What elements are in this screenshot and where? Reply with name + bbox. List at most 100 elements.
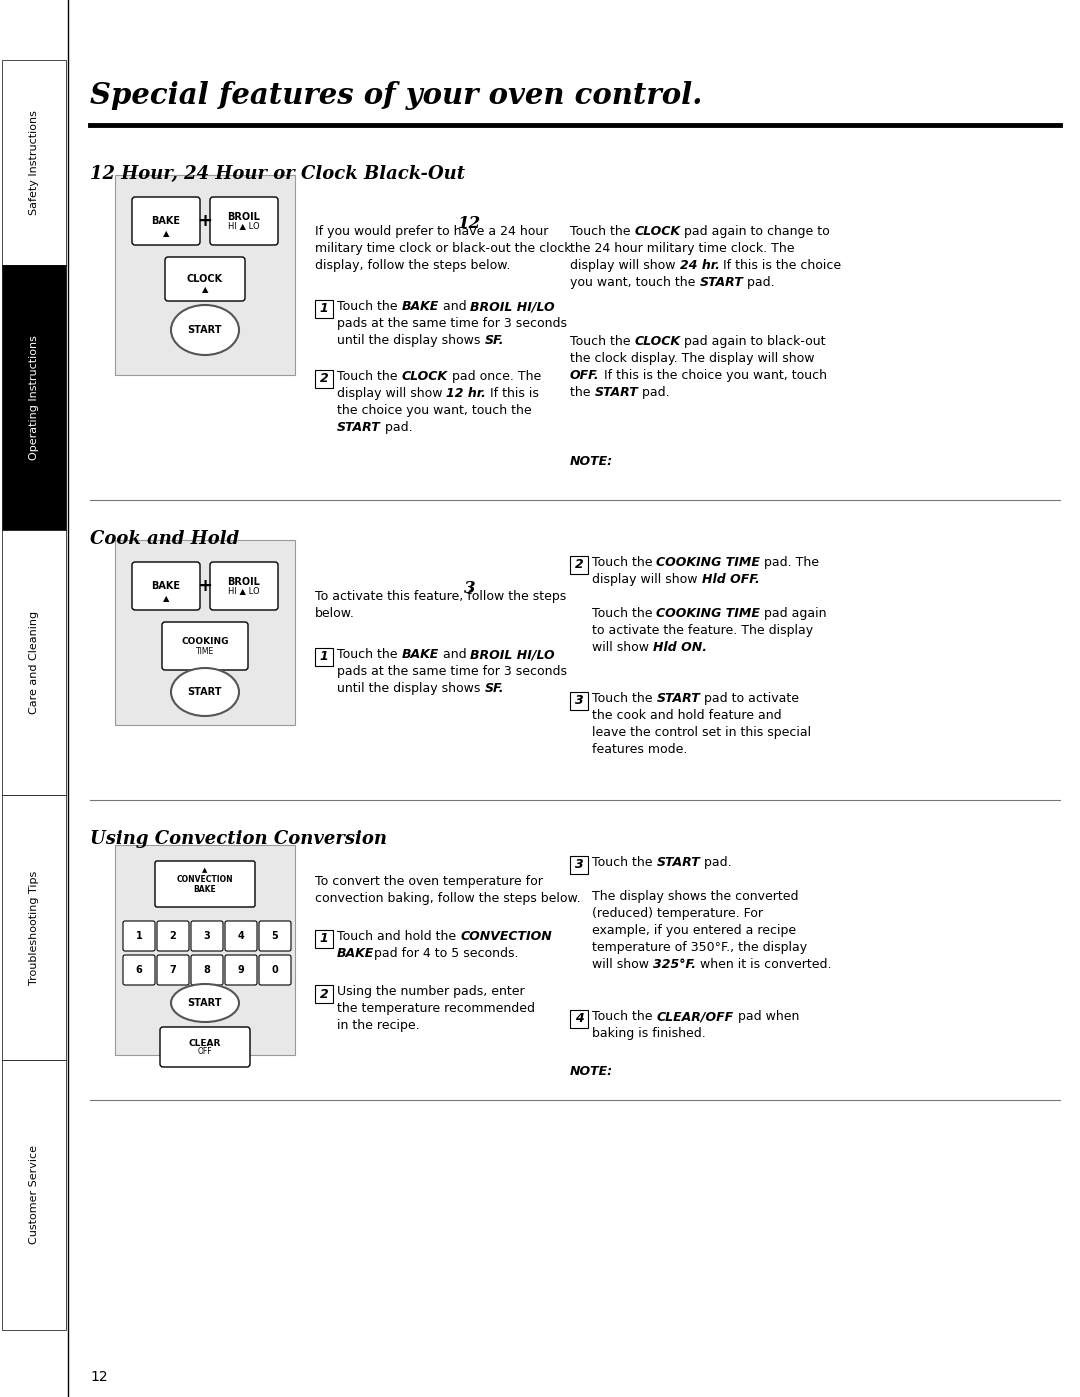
Text: the: the <box>570 386 594 400</box>
Text: pad again to change to: pad again to change to <box>680 225 831 237</box>
Text: features mode.: features mode. <box>592 743 687 756</box>
Bar <box>315 648 333 666</box>
Text: leave the control set in this special: leave the control set in this special <box>592 726 811 739</box>
Text: pad again: pad again <box>760 608 827 620</box>
Text: pad.: pad. <box>743 277 774 289</box>
Text: 12 hr.: 12 hr. <box>446 387 486 400</box>
Text: Troubleshooting Tips: Troubleshooting Tips <box>29 870 39 985</box>
Text: COOKING TIME: COOKING TIME <box>657 556 760 569</box>
Text: If you would prefer to have a 24 hour: If you would prefer to have a 24 hour <box>315 225 549 237</box>
Text: HI ▲ LO: HI ▲ LO <box>228 587 260 595</box>
FancyBboxPatch shape <box>259 921 291 951</box>
Text: Touch the: Touch the <box>337 648 402 661</box>
Text: baking is finished.: baking is finished. <box>592 1027 705 1039</box>
Text: the temperature recommended: the temperature recommended <box>337 1002 535 1016</box>
Text: Operating Instructions: Operating Instructions <box>29 335 39 460</box>
Text: CLOCK: CLOCK <box>402 370 447 383</box>
Text: pad when: pad when <box>733 1010 799 1023</box>
Text: BAKE: BAKE <box>337 947 375 960</box>
Text: START: START <box>188 997 222 1009</box>
Text: START: START <box>594 386 638 400</box>
Text: BAKE: BAKE <box>151 217 180 226</box>
Text: CLOCK: CLOCK <box>635 335 680 348</box>
Text: 1: 1 <box>320 651 328 664</box>
FancyBboxPatch shape <box>225 956 257 985</box>
Text: To convert the oven temperature for: To convert the oven temperature for <box>315 875 543 888</box>
Text: display will show: display will show <box>570 258 679 272</box>
Text: Special features of your oven control.: Special features of your oven control. <box>90 81 702 109</box>
Text: HI ▲ LO: HI ▲ LO <box>228 222 260 231</box>
Text: If this is: If this is <box>486 387 539 400</box>
Text: ▲: ▲ <box>202 285 208 295</box>
Text: NOTE:: NOTE: <box>570 455 613 468</box>
Bar <box>570 692 588 710</box>
Text: 1: 1 <box>136 930 143 942</box>
Text: the choice you want, touch the: the choice you want, touch the <box>337 404 531 416</box>
Text: 12: 12 <box>458 215 482 232</box>
Text: 6: 6 <box>136 965 143 975</box>
Text: SF.: SF. <box>484 334 504 346</box>
Bar <box>2 529 66 795</box>
Text: pad.: pad. <box>700 856 732 869</box>
Text: ▲: ▲ <box>163 229 170 239</box>
Text: START: START <box>188 326 222 335</box>
Text: you want, touch the: you want, touch the <box>570 277 700 289</box>
Text: 325°F.: 325°F. <box>653 958 696 971</box>
Text: COOKING TIME: COOKING TIME <box>657 608 760 620</box>
Text: SF.: SF. <box>484 682 504 694</box>
Text: 9: 9 <box>238 965 244 975</box>
Text: START: START <box>188 687 222 697</box>
Text: Using Convection Conversion: Using Convection Conversion <box>90 830 387 848</box>
Text: TIME: TIME <box>195 647 214 655</box>
Text: START: START <box>700 277 743 289</box>
Bar <box>114 845 295 1055</box>
Text: BROIL: BROIL <box>228 212 260 222</box>
Text: pad for 4 to 5 seconds.: pad for 4 to 5 seconds. <box>375 947 518 960</box>
Text: Care and Cleaning: Care and Cleaning <box>29 610 39 714</box>
Text: CLEAR/OFF: CLEAR/OFF <box>657 1010 733 1023</box>
Text: Customer Service: Customer Service <box>29 1146 39 1245</box>
Text: the cook and hold feature and: the cook and hold feature and <box>592 710 782 722</box>
FancyBboxPatch shape <box>225 921 257 951</box>
FancyBboxPatch shape <box>165 257 245 300</box>
Text: To activate this feature, follow the steps: To activate this feature, follow the ste… <box>315 590 566 604</box>
FancyBboxPatch shape <box>160 1027 249 1067</box>
Text: will show: will show <box>592 641 653 654</box>
Text: Touch the: Touch the <box>592 608 657 620</box>
Text: 0: 0 <box>272 965 279 975</box>
Text: BROIL HI/LO: BROIL HI/LO <box>471 300 555 313</box>
Text: pad to activate: pad to activate <box>700 692 799 705</box>
Text: START: START <box>657 856 700 869</box>
FancyBboxPatch shape <box>132 562 200 610</box>
Text: pads at the same time for 3 seconds: pads at the same time for 3 seconds <box>337 665 567 678</box>
Text: Touch the: Touch the <box>570 225 635 237</box>
Text: Hld ON.: Hld ON. <box>653 641 707 654</box>
Text: example, if you entered a recipe: example, if you entered a recipe <box>592 923 796 937</box>
Text: Touch the: Touch the <box>592 1010 657 1023</box>
Text: 12 Hour, 24 Hour or Clock Black-Out: 12 Hour, 24 Hour or Clock Black-Out <box>90 165 465 183</box>
Text: CLOCK: CLOCK <box>635 225 680 237</box>
Ellipse shape <box>171 983 239 1023</box>
Text: 2: 2 <box>320 373 328 386</box>
Text: ▲: ▲ <box>202 868 207 873</box>
Text: display will show: display will show <box>592 573 702 585</box>
Text: CLEAR: CLEAR <box>189 1038 221 1048</box>
Text: 2: 2 <box>170 930 176 942</box>
Text: NOTE:: NOTE: <box>570 1065 613 1078</box>
Text: to activate the feature. The display: to activate the feature. The display <box>592 624 813 637</box>
Text: BAKE: BAKE <box>151 581 180 591</box>
FancyBboxPatch shape <box>210 197 278 244</box>
FancyBboxPatch shape <box>162 622 248 671</box>
Bar <box>315 930 333 949</box>
Bar <box>315 985 333 1003</box>
Text: in the recipe.: in the recipe. <box>337 1018 420 1032</box>
Bar <box>315 370 333 388</box>
Text: 2: 2 <box>320 988 328 1000</box>
Bar <box>114 541 295 725</box>
Text: Touch the: Touch the <box>337 300 402 313</box>
Text: the 24 hour military time clock. The: the 24 hour military time clock. The <box>570 242 795 256</box>
Text: The display shows the converted: The display shows the converted <box>592 890 798 902</box>
Text: CONVECTION: CONVECTION <box>177 875 233 883</box>
Text: 8: 8 <box>203 965 211 975</box>
Bar <box>2 265 66 529</box>
